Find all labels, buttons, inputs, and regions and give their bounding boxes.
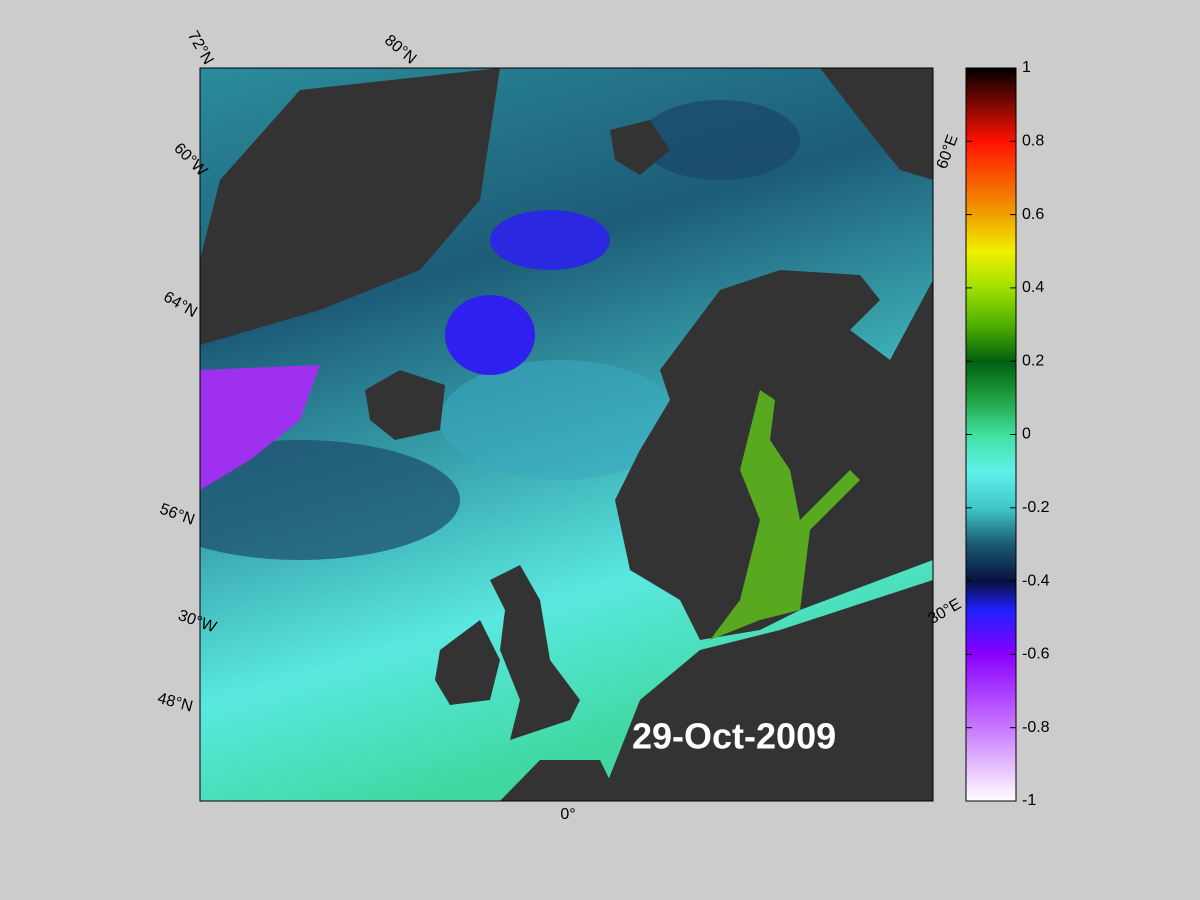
colorbar-tick-label: 0.6 [1022,206,1044,223]
grid-label: 48°N [156,690,195,716]
colorbar-tick-label: -0.2 [1022,499,1050,516]
map-area [200,68,933,801]
grid-label: 80°N [381,32,419,68]
colorbar-tick-label: 0.4 [1022,279,1044,296]
colorbar-tick-label: -0.6 [1022,646,1050,663]
colorbar-tick-label: 0.8 [1022,133,1044,150]
grid-label: 56°N [157,501,196,529]
colorbar-tick-label: 0.2 [1022,352,1044,369]
colorbar-tick-label: 1 [1022,59,1031,76]
colorbar [965,67,1017,802]
grid-label: 72°N [184,28,217,67]
colorbar-ticks: 1 0.8 0.6 0.4 0.2 0 -0.2 -0.4 -0.6 -0.8 -1 [966,59,1050,809]
date-label: 29-Oct-2009 [632,716,836,757]
grid-label: 64°N [160,288,199,321]
colorbar-tick-label: -0.4 [1022,572,1050,589]
map-frame [199,67,934,802]
grid-label: 0° [560,806,575,823]
grid-label: 60°E [934,133,962,172]
colorbar-tick-label: -0.8 [1022,719,1050,736]
colorbar-tick-label: -1 [1022,792,1036,809]
colorbar-tick-label: 0 [1022,426,1031,443]
